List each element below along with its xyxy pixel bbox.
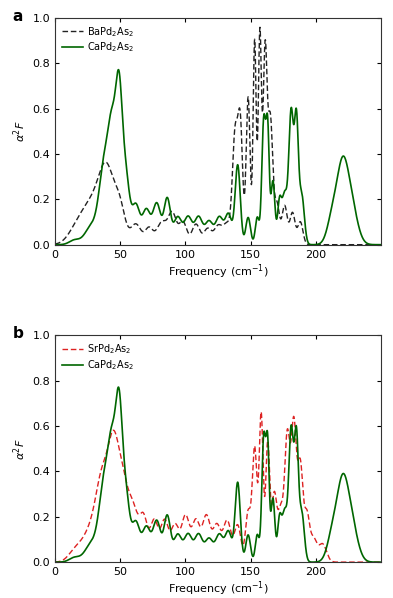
BaPd$_2$As$_2$ (53, 240, 57, 248)
SrPd$_2$As$_2$ (177, 526, 182, 533)
CaPd$_2$As$_2$ (379, 241, 384, 248)
CaPd$_2$As$_2$ (321, 236, 326, 243)
CaPd$_2$As$_2$ (248, 226, 253, 233)
SrPd$_2$As$_2$ (321, 541, 326, 548)
CaPd$_2$As$_2$ (265, 109, 270, 117)
Legend: SrPd$_2$As$_2$, CaPd$_2$As$_2$: SrPd$_2$As$_2$, CaPd$_2$As$_2$ (60, 340, 136, 374)
CaPd$_2$As$_2$ (296, 466, 301, 473)
Legend: BaPd$_2$As$_2$, CaPd$_2$As$_2$: BaPd$_2$As$_2$, CaPd$_2$As$_2$ (60, 23, 136, 56)
Text: b: b (13, 327, 24, 341)
Text: a: a (13, 9, 23, 24)
X-axis label: Frequency (cm$^{-1}$): Frequency (cm$^{-1}$) (168, 579, 268, 598)
CaPd$_2$As$_2$ (296, 148, 301, 155)
CaPd$_2$As$_2$ (379, 559, 384, 566)
SrPd$_2$As$_2$ (265, 441, 270, 448)
CaPd$_2$As$_2$ (116, 66, 121, 73)
BaPd$_2$As$_2$ (379, 241, 384, 248)
Y-axis label: $\alpha^2F$: $\alpha^2F$ (12, 121, 28, 142)
CaPd$_2$As$_2$ (248, 544, 253, 551)
CaPd$_2$As$_2$ (177, 532, 182, 539)
CaPd$_2$As$_2$ (265, 427, 270, 434)
BaPd$_2$As$_2$ (112, 177, 117, 184)
SrPd$_2$As$_2$ (379, 559, 384, 566)
CaPd$_2$As$_2$ (112, 93, 117, 100)
CaPd$_2$As$_2$ (321, 553, 326, 560)
Line: CaPd$_2$As$_2$: CaPd$_2$As$_2$ (55, 69, 381, 245)
BaPd$_2$As$_2$ (248, 169, 253, 176)
Y-axis label: $\alpha^2F$: $\alpha^2F$ (12, 438, 28, 459)
SrPd$_2$As$_2$ (296, 457, 301, 464)
Line: BaPd$_2$As$_2$: BaPd$_2$As$_2$ (55, 28, 381, 245)
SrPd$_2$As$_2$ (248, 501, 253, 508)
BaPd$_2$As$_2$ (258, 24, 263, 31)
BaPd$_2$As$_2$ (265, 82, 270, 89)
CaPd$_2$As$_2$ (53, 241, 57, 248)
X-axis label: Frequency (cm$^{-1}$): Frequency (cm$^{-1}$) (168, 263, 268, 281)
Line: SrPd$_2$As$_2$: SrPd$_2$As$_2$ (55, 412, 381, 562)
BaPd$_2$As$_2$ (177, 219, 182, 227)
SrPd$_2$As$_2$ (53, 559, 57, 566)
CaPd$_2$As$_2$ (112, 411, 117, 418)
CaPd$_2$As$_2$ (116, 383, 121, 390)
Line: CaPd$_2$As$_2$: CaPd$_2$As$_2$ (55, 387, 381, 562)
BaPd$_2$As$_2$ (296, 221, 301, 228)
SrPd$_2$As$_2$ (112, 427, 117, 434)
SrPd$_2$As$_2$ (259, 408, 263, 416)
BaPd$_2$As$_2$ (321, 241, 326, 248)
CaPd$_2$As$_2$ (53, 559, 57, 566)
CaPd$_2$As$_2$ (177, 215, 182, 222)
